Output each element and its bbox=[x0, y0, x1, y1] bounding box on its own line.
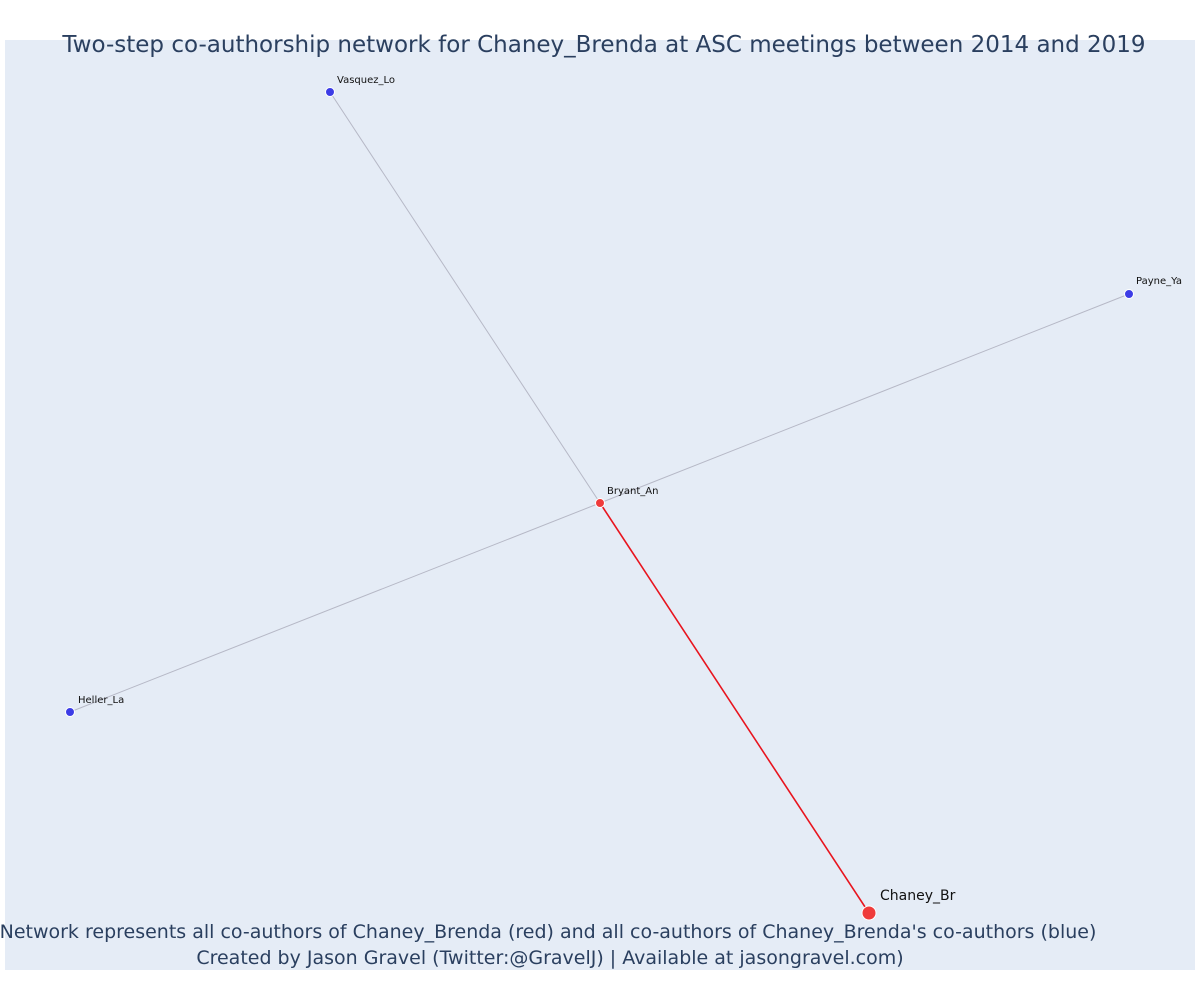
node-label-bryant-an: Bryant_An bbox=[607, 486, 658, 497]
edge-chaney_br-bryant_an bbox=[599, 502, 870, 914]
caption-line-1: Network represents all co-authors of Cha… bbox=[0, 921, 1096, 943]
node-vasquez-lo[interactable] bbox=[325, 87, 335, 97]
node-label-payne-ya: Payne_Ya bbox=[1136, 276, 1182, 287]
chart-title: Two-step co-authorship network for Chane… bbox=[61, 32, 1145, 58]
node-label-vasquez-lo: Vasquez_Lo bbox=[337, 75, 395, 86]
node-label-chaney-br: Chaney_Br bbox=[880, 888, 956, 904]
node-chaney-br[interactable] bbox=[861, 905, 877, 921]
edge-bryant_an-payne_ya bbox=[599, 293, 1130, 504]
node-bryant-an[interactable] bbox=[595, 498, 605, 508]
caption-line-2: Created by Jason Gravel (Twitter:@Gravel… bbox=[196, 947, 903, 969]
edges-layer bbox=[69, 91, 1130, 914]
edge-bryant_an-vasquez_lo bbox=[329, 91, 601, 504]
edge-bryant_an-heller_la bbox=[69, 502, 601, 713]
nodes-layer bbox=[65, 87, 1134, 921]
node-payne-ya[interactable] bbox=[1124, 289, 1134, 299]
node-heller-la[interactable] bbox=[65, 707, 75, 717]
labels-layer: Chaney_Br Bryant_An Vasquez_Lo Payne_Ya Hell… bbox=[78, 75, 1182, 904]
node-label-heller-la: Heller_La bbox=[78, 695, 124, 706]
